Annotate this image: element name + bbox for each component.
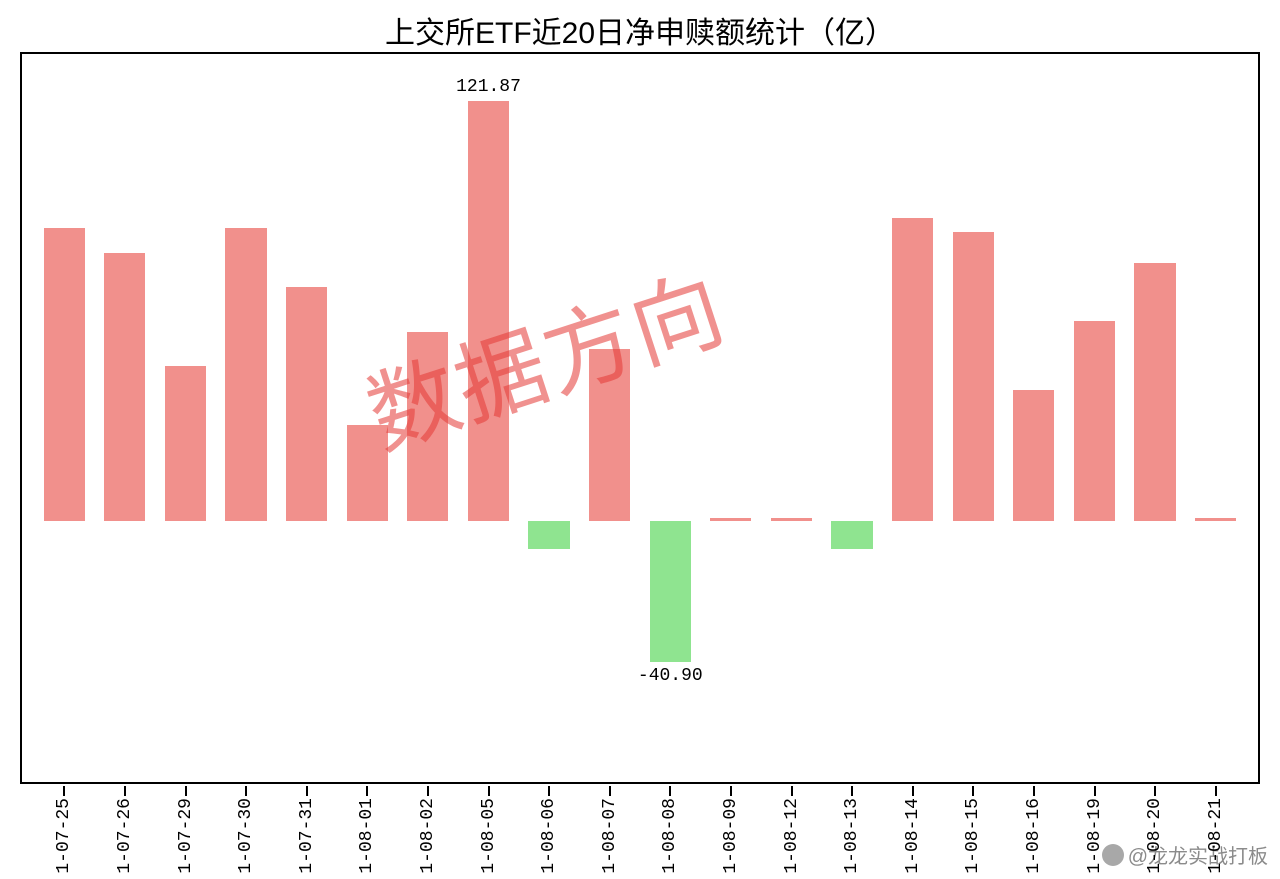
x-tick [548, 786, 550, 796]
x-axis-label: 1-07-30 [236, 798, 256, 874]
x-axis-label: 1-08-12 [782, 798, 802, 874]
bar [104, 253, 145, 522]
min-value-label: -40.90 [638, 666, 703, 686]
bar [1013, 390, 1054, 521]
x-axis-label: 1-08-05 [479, 798, 499, 874]
bar [1074, 321, 1115, 521]
x-tick [609, 786, 611, 796]
bar [347, 425, 388, 522]
bar [225, 228, 266, 521]
x-axis-label: 1-08-08 [660, 798, 680, 874]
x-tick [1094, 786, 1096, 796]
x-axis-label: 1-08-07 [600, 798, 620, 874]
x-axis-label: 1-08-06 [539, 798, 559, 874]
x-tick [185, 786, 187, 796]
x-tick [306, 786, 308, 796]
x-axis-label: 1-07-29 [176, 798, 196, 874]
x-axis-label: 1-07-26 [115, 798, 135, 874]
bar [831, 521, 872, 549]
x-axis-label: 1-08-09 [721, 798, 741, 874]
bar [407, 332, 448, 522]
bar [953, 232, 994, 522]
x-tick [791, 786, 793, 796]
x-tick [63, 786, 65, 796]
x-tick [730, 786, 732, 796]
bar [468, 101, 509, 521]
chart-title: 上交所ETF近20日净申赎额统计（亿） [0, 0, 1280, 56]
x-axis-label: 1-08-14 [903, 798, 923, 874]
bar [589, 349, 630, 521]
bar [286, 287, 327, 521]
x-tick [124, 786, 126, 796]
max-value-label: 121.87 [456, 77, 521, 97]
bar [892, 218, 933, 521]
x-tick [1033, 786, 1035, 796]
x-tick [912, 786, 914, 796]
x-tick [851, 786, 853, 796]
bar [528, 521, 569, 549]
positive-region [34, 56, 1246, 521]
x-tick [366, 786, 368, 796]
x-tick [427, 786, 429, 796]
x-axis-label: 1-08-16 [1024, 798, 1044, 874]
x-axis-label: 1-08-01 [357, 798, 377, 874]
x-tick [488, 786, 490, 796]
bar [44, 228, 85, 521]
x-axis-label: 1-08-21 [1206, 798, 1226, 874]
credit-badge: @龙龙实战打板 [1102, 840, 1268, 869]
x-axis-label: 1-08-13 [842, 798, 862, 874]
x-axis-label: 1-08-20 [1145, 798, 1165, 874]
x-axis-label: 1-07-31 [297, 798, 317, 874]
x-axis-label: 1-08-15 [963, 798, 983, 874]
x-axis-label: 1-08-02 [418, 798, 438, 874]
bar [165, 366, 206, 521]
x-axis-label: 1-08-19 [1085, 798, 1105, 874]
negative-region [34, 521, 1246, 780]
bar [650, 521, 691, 662]
x-tick [972, 786, 974, 796]
x-tick [669, 786, 671, 796]
x-tick [1215, 786, 1217, 796]
x-tick [245, 786, 247, 796]
x-axis-label: 1-07-25 [54, 798, 74, 874]
x-tick [1154, 786, 1156, 796]
bar [1134, 263, 1175, 522]
